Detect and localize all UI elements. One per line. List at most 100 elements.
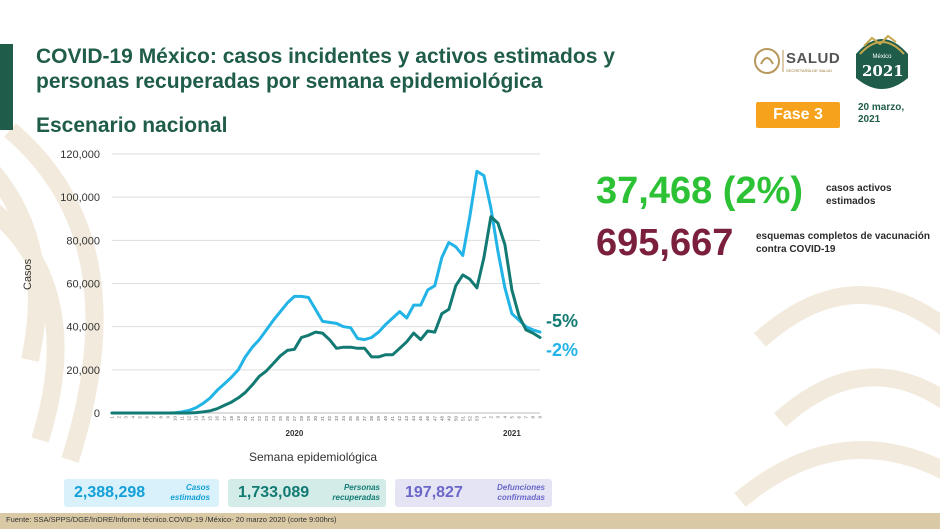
x-tick-label: 39 bbox=[376, 416, 381, 422]
salud-logo-subtext: SECRETARÍA DE SALUD bbox=[786, 68, 833, 73]
x-tick-label: 45 bbox=[418, 416, 423, 422]
x-tick-label: 10 bbox=[173, 416, 178, 422]
salud-logo-icon bbox=[754, 48, 784, 74]
x-tick-label: 30 bbox=[313, 416, 318, 422]
x-tick-label: 21 bbox=[250, 416, 255, 422]
y-tick-label: 60,000 bbox=[66, 279, 100, 291]
phase-badge: Fase 3 bbox=[756, 102, 840, 128]
mexico-2021-seal-icon bbox=[856, 34, 908, 89]
y-tick-label: 120,000 bbox=[60, 149, 100, 161]
recovered-label: Personas recuperadas bbox=[320, 483, 380, 503]
x-tick-label: 2 bbox=[117, 416, 122, 419]
x-tick-label: 14 bbox=[201, 416, 206, 422]
x-tick-label: 8 bbox=[530, 416, 535, 419]
x-tick-label: 28 bbox=[299, 416, 304, 422]
active-cases-label: casos activos estimados bbox=[826, 183, 892, 207]
x-tick-label: 37 bbox=[362, 416, 367, 422]
x-tick-label: 36 bbox=[355, 416, 360, 422]
x-tick-label: 52 bbox=[467, 416, 472, 422]
recovered-label-1: Personas bbox=[343, 483, 380, 492]
footer-bar: Fuente: SSA/SPPS/DGE/InDRE/Informe técni… bbox=[0, 513, 940, 529]
x-tick-label: 17 bbox=[222, 416, 227, 422]
x-tick-label: 13 bbox=[194, 416, 199, 422]
x-tick-label: 44 bbox=[411, 416, 416, 422]
x-tick-label: 15 bbox=[208, 416, 213, 422]
x-tick-label: 26 bbox=[285, 416, 290, 422]
page-subtitle: Escenario nacional bbox=[36, 114, 228, 137]
x-tick-label: 1 bbox=[481, 416, 486, 419]
y-axis-label: Casos bbox=[22, 258, 34, 290]
x-tick-label: 32 bbox=[327, 416, 332, 422]
estimated-cases-stat: 2,388,298 Casos estimados bbox=[64, 479, 219, 507]
y-tick-label: 0 bbox=[94, 408, 100, 420]
deaths-label: Defunciones confirmadas bbox=[485, 483, 545, 503]
estimated-cases-label: Casos estimados bbox=[160, 483, 210, 503]
vaccination-value: 695,667 bbox=[596, 222, 734, 264]
seal-year-text: 2021 bbox=[862, 62, 904, 80]
deaths-label-2: confirmadas bbox=[497, 493, 545, 502]
y-axis-ticks: 0 20,000 40,000 60,000 80,000 100,000 120,000 bbox=[60, 149, 100, 420]
x-tick-label: 2 bbox=[488, 416, 493, 419]
active-cases-value: 37,468 (2%) bbox=[596, 170, 804, 212]
x-tick-label: 29 bbox=[306, 416, 311, 422]
estimated-cases-label-1: Casos bbox=[185, 483, 210, 492]
x-tick-label: 27 bbox=[292, 416, 297, 422]
report-date: 20 marzo, 2021 bbox=[858, 102, 928, 126]
year-label: 2021 bbox=[503, 429, 521, 438]
x-tick-label: 3 bbox=[495, 416, 500, 419]
estimated-cases-label-2: estimados bbox=[170, 493, 210, 502]
x-tick-label: 7 bbox=[152, 416, 157, 419]
x-tick-label: 19 bbox=[236, 416, 241, 422]
x-tick-label: 47 bbox=[432, 416, 437, 422]
chart-grid bbox=[112, 153, 540, 414]
report-date-line-2: 2021 bbox=[858, 114, 881, 125]
x-tick-label: 3 bbox=[124, 416, 129, 419]
page-title: COVID-19 México: casos incidentes y acti… bbox=[36, 44, 716, 94]
x-tick-label: 6 bbox=[145, 416, 150, 419]
x-tick-label: 43 bbox=[404, 416, 409, 422]
salud-logo-text: SALUD bbox=[786, 50, 841, 67]
x-tick-label: 50 bbox=[453, 416, 458, 422]
deaths-stat: 197,827 Defunciones confirmadas bbox=[395, 479, 552, 507]
deaths-value: 197,827 bbox=[405, 484, 463, 501]
report-date-line-1: 20 marzo, bbox=[858, 102, 905, 113]
x-tick-label: 31 bbox=[320, 416, 325, 422]
estimated-cases-value: 2,388,298 bbox=[74, 484, 146, 501]
x-tick-label: 22 bbox=[257, 416, 262, 422]
recovered-change-label: -5% bbox=[546, 311, 579, 331]
x-tick-label: 42 bbox=[397, 416, 402, 422]
x-tick-label: 9 bbox=[166, 416, 171, 419]
x-tick-label: 49 bbox=[446, 416, 451, 422]
y-tick-label: 40,000 bbox=[66, 322, 100, 334]
x-tick-label: 41 bbox=[390, 416, 395, 422]
y-tick-label: 20,000 bbox=[66, 365, 100, 377]
y-tick-label: 80,000 bbox=[66, 235, 100, 247]
title-line-2: personas recuperadas por semana epidemio… bbox=[36, 70, 543, 93]
y-tick-label: 100,000 bbox=[60, 192, 100, 204]
x-tick-label: 35 bbox=[348, 416, 353, 422]
x-tick-label: 38 bbox=[369, 416, 374, 422]
x-axis-label: Semana epidemiológica bbox=[249, 450, 378, 464]
x-tick-label: 51 bbox=[460, 416, 465, 422]
chart-series bbox=[110, 169, 542, 415]
x-tick-label: 33 bbox=[334, 416, 339, 422]
x-tick-label: 4 bbox=[502, 416, 507, 419]
x-tick-label: 4 bbox=[131, 416, 136, 419]
x-tick-label: 11 bbox=[180, 416, 185, 421]
estimated-change-label: -2% bbox=[546, 340, 579, 360]
x-tick-label: 24 bbox=[271, 416, 276, 422]
x-tick-label: 34 bbox=[341, 416, 346, 422]
x-tick-label: 18 bbox=[229, 416, 234, 422]
deaths-label-1: Defunciones bbox=[496, 483, 545, 492]
seal-top-text: México bbox=[872, 54, 892, 60]
x-tick-label: 20 bbox=[243, 416, 248, 422]
year-label: 2020 bbox=[286, 429, 304, 438]
title-line-1: COVID-19 México: casos incidentes y acti… bbox=[36, 45, 615, 68]
x-tick-label: 40 bbox=[383, 416, 388, 422]
x-tick-label: 16 bbox=[215, 416, 220, 422]
vaccination-label: esquemas completos de vacunación contra … bbox=[756, 231, 930, 255]
x-tick-label: 8 bbox=[159, 416, 164, 419]
x-tick-label: 7 bbox=[523, 416, 528, 419]
